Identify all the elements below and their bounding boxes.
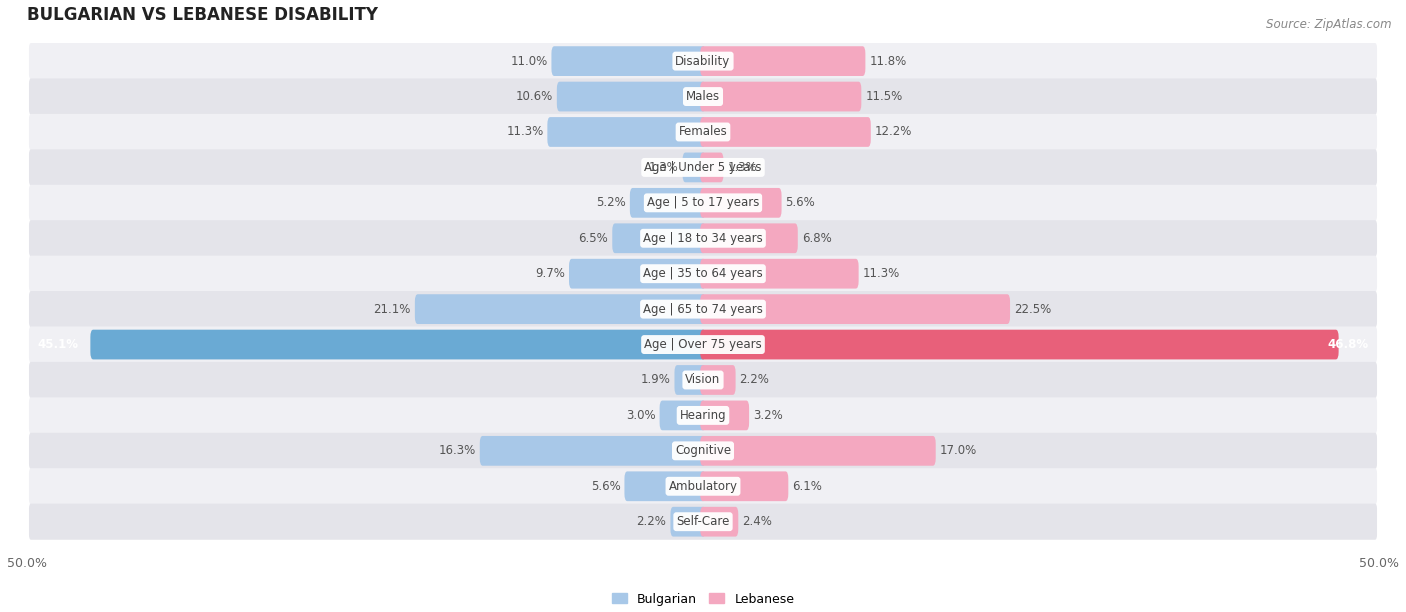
FancyBboxPatch shape	[30, 220, 1376, 256]
Text: 46.8%: 46.8%	[1327, 338, 1368, 351]
Text: 6.8%: 6.8%	[801, 232, 831, 245]
Text: 11.8%: 11.8%	[869, 54, 907, 67]
Text: 1.3%: 1.3%	[650, 161, 679, 174]
FancyBboxPatch shape	[30, 43, 1376, 79]
FancyBboxPatch shape	[675, 365, 706, 395]
FancyBboxPatch shape	[700, 223, 797, 253]
Text: Age | 18 to 34 years: Age | 18 to 34 years	[643, 232, 763, 245]
FancyBboxPatch shape	[630, 188, 706, 218]
FancyBboxPatch shape	[551, 47, 706, 76]
Text: Age | Under 5 years: Age | Under 5 years	[644, 161, 762, 174]
FancyBboxPatch shape	[700, 507, 738, 537]
FancyBboxPatch shape	[30, 114, 1376, 150]
Text: Disability: Disability	[675, 54, 731, 67]
FancyBboxPatch shape	[547, 117, 706, 147]
FancyBboxPatch shape	[30, 78, 1376, 114]
Text: Self-Care: Self-Care	[676, 515, 730, 528]
FancyBboxPatch shape	[700, 259, 859, 289]
Text: 5.6%: 5.6%	[786, 196, 815, 209]
Text: BULGARIAN VS LEBANESE DISABILITY: BULGARIAN VS LEBANESE DISABILITY	[27, 6, 378, 24]
FancyBboxPatch shape	[612, 223, 706, 253]
FancyBboxPatch shape	[479, 436, 706, 466]
Text: 17.0%: 17.0%	[939, 444, 977, 457]
FancyBboxPatch shape	[30, 326, 1376, 363]
FancyBboxPatch shape	[557, 81, 706, 111]
Text: 1.9%: 1.9%	[641, 373, 671, 387]
Text: Age | Over 75 years: Age | Over 75 years	[644, 338, 762, 351]
FancyBboxPatch shape	[700, 188, 782, 218]
Text: 3.2%: 3.2%	[754, 409, 783, 422]
FancyBboxPatch shape	[30, 468, 1376, 504]
FancyBboxPatch shape	[682, 152, 706, 182]
Text: 6.1%: 6.1%	[792, 480, 823, 493]
Text: Females: Females	[679, 125, 727, 138]
Text: 2.2%: 2.2%	[637, 515, 666, 528]
FancyBboxPatch shape	[671, 507, 706, 537]
FancyBboxPatch shape	[700, 365, 735, 395]
Text: 22.5%: 22.5%	[1014, 302, 1052, 316]
Text: Males: Males	[686, 90, 720, 103]
Text: Age | 65 to 74 years: Age | 65 to 74 years	[643, 302, 763, 316]
FancyBboxPatch shape	[700, 436, 936, 466]
FancyBboxPatch shape	[90, 330, 706, 359]
FancyBboxPatch shape	[30, 504, 1376, 540]
Text: Vision: Vision	[685, 373, 721, 387]
Text: Hearing: Hearing	[679, 409, 727, 422]
Text: 45.1%: 45.1%	[38, 338, 79, 351]
Text: Source: ZipAtlas.com: Source: ZipAtlas.com	[1267, 18, 1392, 31]
FancyBboxPatch shape	[700, 330, 1339, 359]
Text: 11.3%: 11.3%	[506, 125, 544, 138]
Text: 16.3%: 16.3%	[439, 444, 475, 457]
Text: 11.3%: 11.3%	[862, 267, 900, 280]
Text: 9.7%: 9.7%	[536, 267, 565, 280]
FancyBboxPatch shape	[30, 433, 1376, 469]
FancyBboxPatch shape	[700, 47, 865, 76]
Text: 21.1%: 21.1%	[374, 302, 411, 316]
FancyBboxPatch shape	[700, 294, 1010, 324]
Text: 11.5%: 11.5%	[865, 90, 903, 103]
FancyBboxPatch shape	[624, 471, 706, 501]
FancyBboxPatch shape	[30, 291, 1376, 327]
Text: Age | 35 to 64 years: Age | 35 to 64 years	[643, 267, 763, 280]
FancyBboxPatch shape	[700, 471, 789, 501]
Text: 1.3%: 1.3%	[727, 161, 756, 174]
FancyBboxPatch shape	[30, 397, 1376, 433]
FancyBboxPatch shape	[700, 117, 870, 147]
Legend: Bulgarian, Lebanese: Bulgarian, Lebanese	[607, 588, 799, 611]
Text: 3.0%: 3.0%	[626, 409, 655, 422]
FancyBboxPatch shape	[700, 400, 749, 430]
FancyBboxPatch shape	[30, 149, 1376, 185]
Text: 2.2%: 2.2%	[740, 373, 769, 387]
FancyBboxPatch shape	[415, 294, 706, 324]
FancyBboxPatch shape	[30, 185, 1376, 221]
FancyBboxPatch shape	[700, 81, 862, 111]
Text: Ambulatory: Ambulatory	[668, 480, 738, 493]
Text: 5.6%: 5.6%	[591, 480, 620, 493]
FancyBboxPatch shape	[659, 400, 706, 430]
FancyBboxPatch shape	[30, 256, 1376, 292]
Text: 12.2%: 12.2%	[875, 125, 912, 138]
Text: 2.4%: 2.4%	[742, 515, 772, 528]
Text: 6.5%: 6.5%	[579, 232, 609, 245]
Text: 5.2%: 5.2%	[596, 196, 626, 209]
Text: 11.0%: 11.0%	[510, 54, 547, 67]
FancyBboxPatch shape	[700, 152, 724, 182]
FancyBboxPatch shape	[30, 362, 1376, 398]
Text: Cognitive: Cognitive	[675, 444, 731, 457]
Text: 10.6%: 10.6%	[516, 90, 553, 103]
Text: Age | 5 to 17 years: Age | 5 to 17 years	[647, 196, 759, 209]
FancyBboxPatch shape	[569, 259, 706, 289]
